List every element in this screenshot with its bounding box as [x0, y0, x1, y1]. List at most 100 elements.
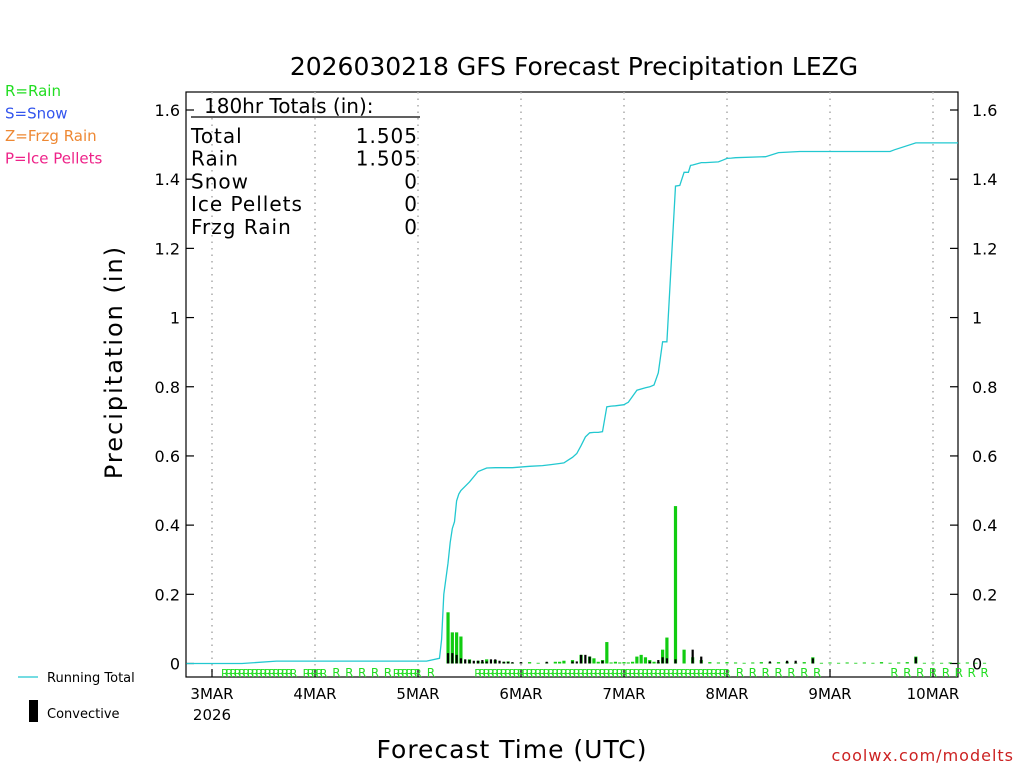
- rain-bar: [854, 662, 858, 664]
- x-tick-label: 9MAR: [808, 685, 851, 703]
- totals-row-label: Ice Pellets: [191, 192, 303, 216]
- ptype-marker: R: [655, 667, 663, 680]
- rain-bar: [879, 662, 884, 664]
- rain-bar: [871, 662, 875, 664]
- y-tick-label-left: 0.8: [155, 378, 180, 397]
- ptype-marker: R: [517, 667, 525, 680]
- ptype-marker: R: [702, 667, 710, 680]
- ptype-legend-item: R=Rain: [5, 82, 61, 100]
- totals-row-value: 0: [404, 215, 418, 239]
- ptype-marker: R: [530, 667, 538, 680]
- rain-bar: [635, 656, 639, 664]
- x-tick-label: 5MAR: [396, 685, 439, 703]
- rain-bar: [592, 658, 596, 664]
- ptype-marker: R: [903, 666, 911, 680]
- gridlines: [211, 92, 934, 677]
- convective-bar: [575, 661, 578, 664]
- ptype-marker: R: [706, 667, 714, 680]
- ptype-marker: R: [774, 666, 782, 680]
- ptype-marker: R: [599, 667, 607, 680]
- ptype-marker: R: [594, 667, 602, 680]
- ptype-marker: R: [693, 667, 701, 680]
- rain-bar: [939, 662, 944, 664]
- y-tick-label-left: 0.6: [155, 447, 180, 466]
- rain-bar: [536, 662, 540, 664]
- convective-bar: [502, 661, 505, 664]
- ptype-marker: R: [290, 667, 298, 680]
- convective-bar: [498, 660, 501, 664]
- convective-bar: [451, 653, 454, 664]
- convective-bar: [691, 649, 694, 664]
- ptype-marker: R: [230, 667, 238, 680]
- rain-bar: [965, 662, 969, 664]
- rain-bar: [446, 612, 450, 664]
- ptype-marker: R: [942, 666, 950, 680]
- ptype-marker: R: [556, 667, 564, 680]
- y-tick-label-right: 0.6: [972, 447, 997, 466]
- ptype-marker: R: [980, 666, 988, 680]
- ptype-marker: R: [633, 667, 641, 680]
- ptype-marker: R: [916, 666, 924, 680]
- ptype-marker: R: [221, 667, 229, 680]
- ptype-marker: R: [521, 667, 529, 680]
- plot-frame: [185, 91, 959, 678]
- ptype-marker: R: [238, 667, 246, 680]
- series-legend: Running Total Convective: [18, 671, 135, 722]
- rain-bar: [716, 662, 721, 664]
- legend-convective: Convective: [47, 707, 120, 722]
- ptype-marker: R: [710, 667, 718, 680]
- rain-bar: [828, 662, 832, 664]
- rain-bar: [630, 661, 635, 664]
- convective-bar: [476, 660, 480, 664]
- convective-bar: [914, 657, 917, 664]
- x-tick-label: 10MAR: [907, 685, 960, 703]
- ptype-marker: R: [967, 666, 975, 680]
- ptype-marker: R: [697, 667, 705, 680]
- y-tick-label-left: 1.6: [155, 101, 180, 120]
- rain-bar: [776, 662, 781, 664]
- ptype-marker: R: [273, 667, 281, 680]
- rain-bar: [819, 662, 824, 664]
- rain-bar: [708, 662, 712, 664]
- ptype-marker: R: [406, 667, 414, 680]
- ptype-marker: R: [800, 666, 808, 680]
- rain-bar: [905, 662, 909, 664]
- rain-bar: [957, 662, 961, 664]
- totals-box: 180hr Totals (in): Total 1.505 Rain 1.505 Sn…: [190, 94, 420, 239]
- y-tick-label-left: 0.2: [155, 585, 180, 604]
- ptype-marker: R: [384, 666, 392, 680]
- convective-bar: [657, 660, 660, 664]
- rain-bar: [450, 632, 454, 664]
- y-tick-label-left: 1.4: [155, 170, 180, 189]
- y-tick-label-right: 1.6: [972, 101, 997, 120]
- convective-bar: [489, 659, 493, 664]
- convective-bar: [584, 654, 587, 664]
- ptype-marker: R: [491, 667, 499, 680]
- rain-bar: [527, 662, 532, 664]
- ptype-marker: R: [268, 667, 276, 680]
- rain-bar: [974, 662, 978, 664]
- convective-bar: [481, 660, 484, 664]
- totals-row-label: Snow: [191, 169, 249, 193]
- legend-running-total: Running Total: [47, 671, 135, 686]
- ptype-marker: R: [427, 666, 435, 680]
- ptype-marker: R: [787, 666, 795, 680]
- ptype-marker: R: [624, 667, 632, 680]
- convective-bar: [545, 661, 548, 664]
- ptype-marker: R: [260, 667, 268, 680]
- ptype-marker: R: [590, 667, 598, 680]
- ptype-marker: R: [225, 667, 233, 680]
- ptype-marker: R: [736, 666, 744, 680]
- ptype-marker: R: [277, 667, 285, 680]
- ptype-marker: R: [749, 666, 757, 680]
- ptype-marker: R: [564, 667, 572, 680]
- convective-bar: [674, 659, 677, 664]
- ptype-marker: R: [672, 667, 680, 680]
- ptype-marker: R: [509, 667, 517, 680]
- rain-bar: [931, 662, 935, 664]
- rain-bar: [836, 662, 841, 664]
- rain-bar: [922, 662, 927, 664]
- ptype-marker: R: [689, 667, 697, 680]
- ptype-marker: R: [642, 667, 650, 680]
